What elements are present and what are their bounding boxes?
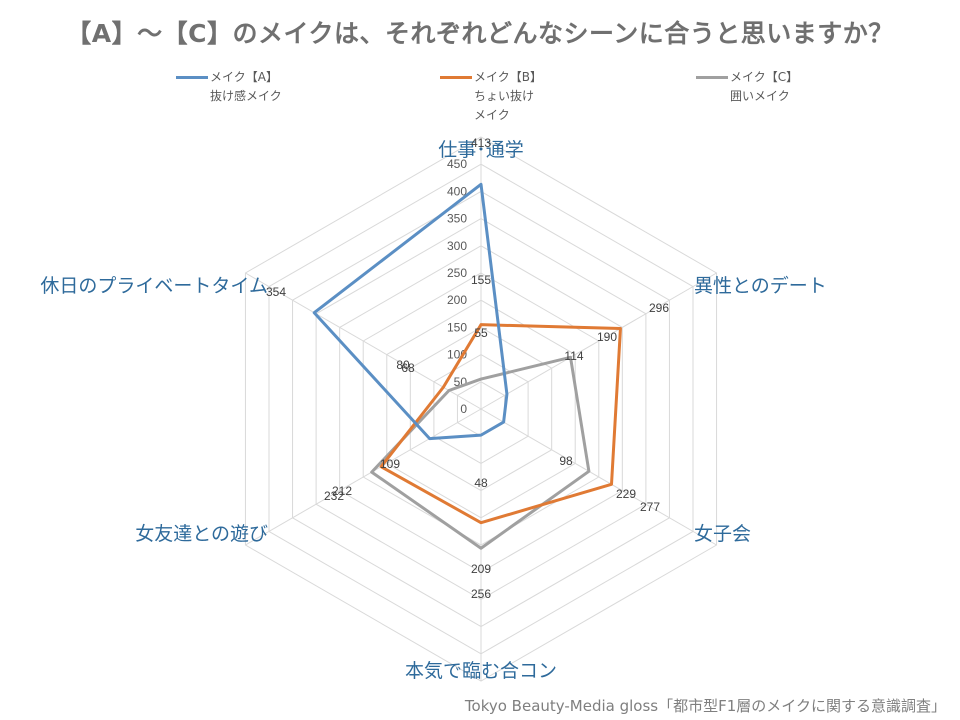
category-label: 本気で臨む合コン (405, 660, 557, 682)
data-label: 232 (324, 489, 344, 503)
source-credit: Tokyo Beauty-Media gloss「都市型F1層のメイクに関する意… (464, 697, 946, 715)
data-label: 354 (266, 285, 286, 299)
axis-spoke (245, 272, 482, 410)
chart-title: 【A】～【C】のメイクは、それぞれどんなシーンに合うと思いますか？ (66, 19, 894, 48)
tick-label: 0 (460, 402, 467, 416)
axis-spoke (245, 408, 482, 546)
data-label: 68 (401, 361, 415, 375)
tick-label: 200 (447, 293, 467, 307)
data-label: 109 (380, 457, 400, 471)
data-label: 256 (471, 587, 491, 601)
data-label: 413 (471, 136, 491, 150)
data-label: 277 (640, 500, 660, 514)
category-label: 仕事･通学 (438, 139, 524, 161)
axis-spoke (480, 272, 717, 410)
series-line-a (312, 182, 509, 441)
series-line-b (379, 323, 622, 525)
category-label: 異性とのデート (694, 275, 827, 297)
tick-label: 400 (447, 184, 467, 198)
legend-label-a: メイク【A】 抜け感メイク (210, 70, 282, 103)
tick-label: 350 (447, 212, 467, 226)
legend-swatch-a (176, 76, 208, 79)
data-label: 155 (471, 273, 491, 287)
tick-label: 450 (447, 157, 467, 171)
data-label: 114 (564, 349, 583, 363)
category-label: 休日のプライベートタイム (40, 275, 268, 297)
data-label: 296 (649, 301, 669, 315)
data-label: 190 (597, 330, 617, 344)
data-label: 80 (396, 358, 410, 372)
legend-label-c: メイク【C】 囲いメイク (730, 70, 799, 103)
tick-label: 300 (447, 239, 467, 253)
data-label: 98 (559, 454, 573, 468)
category-label: 女子会 (694, 523, 751, 545)
legend-swatch-c (696, 76, 728, 79)
data-label: 55 (474, 326, 488, 340)
data-label: 48 (474, 476, 488, 490)
data-label: 229 (616, 487, 636, 501)
tick-label: 250 (447, 266, 467, 280)
legend-swatch-b (440, 76, 472, 79)
data-label: 209 (471, 562, 491, 576)
category-label: 女友達との遊び (135, 523, 268, 545)
axis-spoke (480, 408, 717, 546)
legend-label-b: メイク【B】 ちょい抜け メイク (474, 70, 542, 122)
series-line-c (370, 355, 591, 550)
tick-label: 150 (447, 320, 467, 334)
data-label: 212 (332, 484, 352, 498)
